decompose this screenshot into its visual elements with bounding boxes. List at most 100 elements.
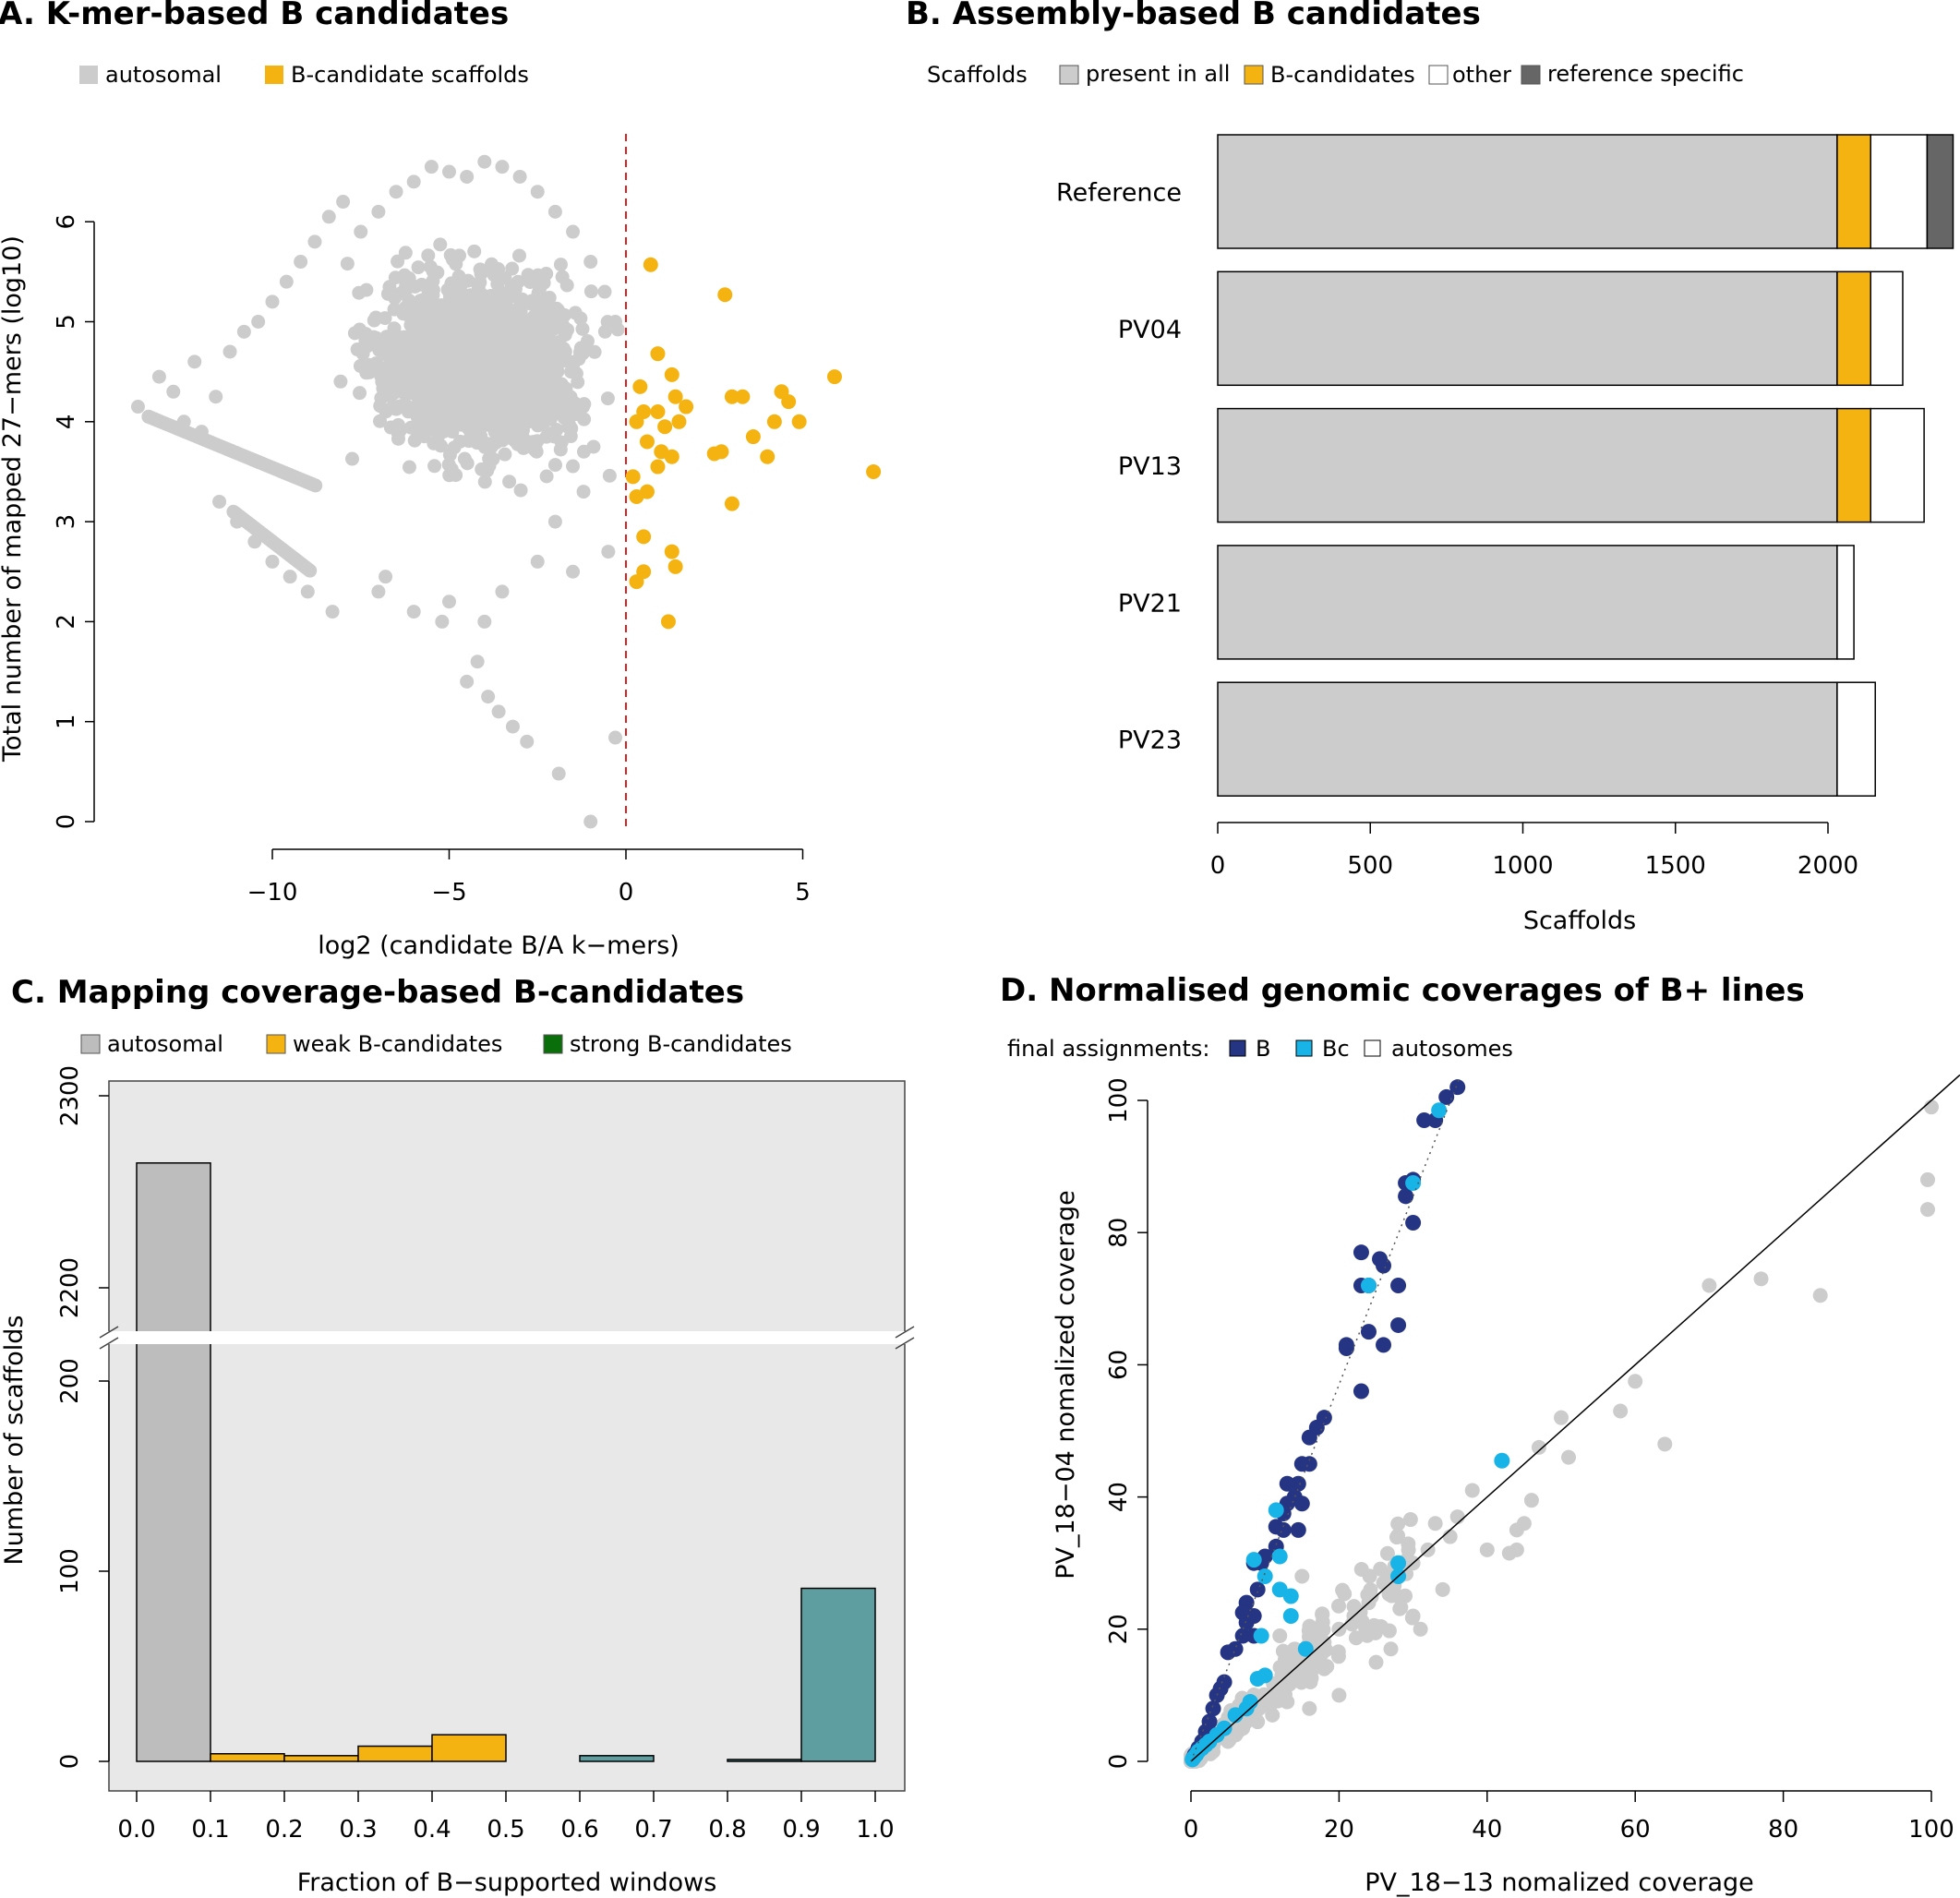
autosomal-point xyxy=(491,704,506,719)
autosomal-point xyxy=(397,268,412,282)
b-candidate-point xyxy=(625,469,641,485)
legend-strong-label: strong B-candidates xyxy=(570,1031,792,1057)
autosome-point xyxy=(1657,1436,1673,1452)
panel-d-y-tick-label: 40 xyxy=(1105,1482,1133,1512)
autosomal-point xyxy=(465,296,480,311)
autosomal-point xyxy=(482,293,497,307)
autosomal-point xyxy=(307,234,322,249)
autosomal-point xyxy=(366,361,380,376)
b-candidate-point xyxy=(650,459,666,474)
b-point xyxy=(1205,1700,1221,1717)
panel-c-y-axis: 0 100 200 2200 2300 xyxy=(56,1065,110,1769)
autosomal-point xyxy=(336,195,351,210)
panel-a-x-tick-label: −10 xyxy=(247,879,298,907)
autosome-point xyxy=(1278,1651,1293,1666)
bar-label-PV23: PV23 xyxy=(1118,727,1182,755)
autosomal-point xyxy=(566,224,581,239)
autosome-point xyxy=(1379,1545,1395,1561)
autosomal-point xyxy=(475,462,489,476)
autosomal-point xyxy=(151,369,166,384)
autosomal-point xyxy=(427,459,442,474)
panel-d-y-label: PV_18−04 nomalized coverage xyxy=(1052,1190,1080,1580)
histogram-bar-weak xyxy=(357,1745,433,1762)
autosome-point xyxy=(1919,1171,1935,1187)
panel-a-x-tick-label: 5 xyxy=(795,879,811,907)
b-candidate-point xyxy=(735,389,751,404)
autosomal-point xyxy=(513,483,528,498)
autosomal-point xyxy=(530,185,545,199)
bar-label-PV21: PV21 xyxy=(1118,589,1182,618)
autosomal-point xyxy=(569,407,583,422)
autosomal-point xyxy=(547,204,562,219)
b-point xyxy=(1405,1214,1422,1231)
histogram-bar-strong xyxy=(800,1587,876,1762)
autosomal-point xyxy=(541,397,556,412)
autosomal-point xyxy=(403,420,418,435)
autosome-point xyxy=(1561,1449,1577,1465)
panel-a-y-tick-label: 0 xyxy=(53,814,80,830)
b-point xyxy=(1234,1628,1251,1644)
autosomal-point xyxy=(545,357,559,372)
panel-d-x-tick-label: 80 xyxy=(1768,1816,1798,1844)
autosome-point xyxy=(1330,1644,1346,1660)
bc-point xyxy=(1271,1581,1288,1598)
autosomal-point xyxy=(569,366,583,381)
autosomal-point xyxy=(576,485,591,499)
legend-other-swatch xyxy=(1428,65,1449,85)
b-point xyxy=(1353,1244,1369,1261)
b-candidate-point xyxy=(629,489,644,505)
b-candidate-point xyxy=(650,346,666,362)
b-point xyxy=(1238,1615,1255,1631)
b-candidate-point xyxy=(791,414,807,429)
autosome-point xyxy=(1294,1568,1310,1584)
legend-B-candidates-swatch xyxy=(1244,65,1264,85)
autosomal-point xyxy=(451,330,465,344)
autosomal-point xyxy=(353,358,367,373)
histogram-bar-weak xyxy=(283,1755,359,1762)
autosomal-point xyxy=(602,468,617,483)
legend-autosomal-label-c: autosomal xyxy=(107,1031,223,1057)
autosomal-point xyxy=(393,399,408,414)
autosomal-point xyxy=(344,451,359,466)
b-candidate-point xyxy=(717,287,733,303)
autosomal-point xyxy=(481,415,496,430)
autosome-point xyxy=(1287,1641,1303,1657)
bar-segment-other xyxy=(1870,270,1904,387)
bc-point xyxy=(1245,1552,1262,1568)
autosome-point xyxy=(1501,1545,1517,1561)
autosomal-point xyxy=(406,605,421,619)
panel-c-x-tick-label: 1.0 xyxy=(856,1816,894,1844)
autosomal-point xyxy=(166,384,181,399)
autosomal-point xyxy=(371,204,386,219)
autosome-point xyxy=(1464,1483,1480,1498)
bc-point xyxy=(1360,1277,1377,1293)
autosomal-point xyxy=(283,570,297,584)
autosomal-point xyxy=(426,273,440,288)
bc-point xyxy=(1297,1640,1314,1657)
autosome-point xyxy=(1449,1509,1465,1525)
b-candidate-point xyxy=(760,449,776,464)
autosomal-point xyxy=(408,378,423,393)
autosomal-point xyxy=(498,270,512,285)
autosomal-point xyxy=(539,469,554,484)
bc-point xyxy=(1253,1628,1269,1644)
autosomal-point xyxy=(508,402,523,416)
panel-c-axis-break xyxy=(92,1331,923,1344)
bc-point xyxy=(1257,1568,1273,1585)
b-candidate-point xyxy=(650,403,666,419)
autosomal-point xyxy=(445,306,460,321)
autosomal-point xyxy=(549,423,564,438)
bar-segment-present-in-all xyxy=(1217,407,1838,523)
autosomal-point xyxy=(419,404,434,419)
bar-segment-B-candidates xyxy=(1836,407,1872,523)
autosomal-point xyxy=(300,584,315,599)
b-point xyxy=(1338,1340,1354,1356)
panel-c-x-tick-label: 0.5 xyxy=(487,1816,524,1844)
panel-a-y-label: Total number of mapped 27−mers (log10) xyxy=(0,235,27,763)
autosomal-point xyxy=(236,324,251,339)
b-candidate-point xyxy=(660,614,676,630)
autosomal-point xyxy=(325,605,340,619)
autosome-point xyxy=(1390,1589,1406,1604)
autosome-point xyxy=(1613,1403,1629,1419)
autosomal-point xyxy=(437,342,451,357)
